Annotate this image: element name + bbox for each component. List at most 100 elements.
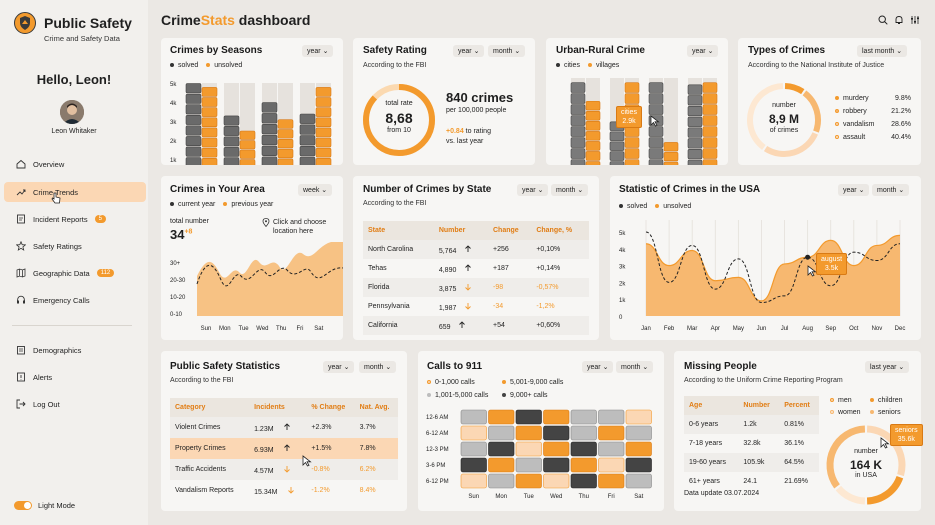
bell-icon[interactable]: [894, 15, 904, 25]
unsolved-bar: [315, 127, 332, 138]
col-header: Category: [170, 398, 250, 417]
location-hint[interactable]: Click and choose location here: [273, 219, 327, 235]
nav-label: Demographics: [33, 345, 82, 355]
rating-delta-line: +0.84 to rating: [446, 128, 491, 135]
col-label: Sun: [468, 494, 479, 500]
nav-geographic-data[interactable]: Geographic Data 112: [4, 263, 146, 283]
x-label: Jan: [641, 326, 651, 332]
legend-value: 28.6%: [891, 121, 911, 128]
nav-crime-trends[interactable]: Crime Trends: [4, 182, 146, 202]
table-row[interactable]: North Carolina 5,764 +256 +0,10%: [363, 240, 589, 259]
theme-toggle[interactable]: [14, 501, 32, 510]
cell-number-value: 1,987: [438, 304, 457, 312]
table-row[interactable]: Traffic Accidents 4.57M -0.8% 6.2%: [170, 459, 398, 480]
month-dropdown[interactable]: month: [551, 184, 589, 196]
filters-icon[interactable]: [910, 15, 920, 25]
nav-demographics[interactable]: Demographics: [4, 340, 146, 360]
cities-bar: [648, 126, 664, 137]
nav-overview[interactable]: Overview: [4, 154, 146, 174]
cursor-icon: [650, 115, 660, 127]
legend-item: vandalism 28.6%: [835, 121, 911, 128]
villages-bar: [702, 159, 718, 165]
legend-label: villages: [595, 62, 620, 69]
year-dropdown[interactable]: year: [582, 361, 614, 373]
donut-sub: in USA: [855, 472, 877, 479]
usa-card: Statistic of Crimes in the USA year mont…: [610, 176, 921, 340]
current-year-area: [197, 242, 343, 316]
table-row[interactable]: Property Crimes 6.93M +1.5% 7.8%: [170, 438, 398, 459]
month-dropdown[interactable]: month: [616, 361, 654, 373]
period-dropdown[interactable]: year: [687, 45, 719, 57]
nav-log-out[interactable]: Log Out: [4, 394, 146, 414]
period-dropdown[interactable]: last year: [865, 361, 910, 373]
data-update: Data update 03.07.2024: [684, 490, 760, 497]
year-dropdown[interactable]: year: [517, 184, 549, 196]
year-dropdown[interactable]: year: [838, 184, 870, 196]
title-part: dashboard: [234, 12, 311, 28]
card-title: Crimes by Seasons: [170, 45, 263, 56]
urban-card: Urban-Rural Crime year cities villages Q…: [546, 38, 728, 165]
legend-item: women: [830, 409, 861, 416]
legend-label: unsolved: [663, 203, 692, 210]
row-label: 12-3 PM: [426, 447, 449, 453]
card-subtitle: According to the FBI: [170, 377, 234, 384]
heatmap-cell: [488, 441, 515, 457]
nav-label: Alerts: [33, 372, 53, 382]
legend-item: 5,001-9,000 calls: [502, 379, 563, 386]
table-row[interactable]: California 659 +54 +0,60%: [363, 316, 589, 335]
tooltip: seniors 35.6k: [890, 424, 923, 446]
cursor-icon: [807, 265, 817, 277]
nav-alerts[interactable]: Alerts: [4, 367, 146, 387]
arrow-up-icon: [465, 263, 471, 271]
avatar[interactable]: [60, 100, 84, 124]
nav-safety-ratings[interactable]: Safety Ratings: [4, 236, 146, 256]
location-pin-icon: [262, 218, 270, 227]
year-dropdown[interactable]: year: [323, 361, 355, 373]
unsolved-bar: [315, 158, 332, 165]
types-card: Types of Crimes last month According to …: [738, 38, 921, 165]
solved-bar: [223, 146, 240, 157]
cell-number: 105.9k: [738, 453, 780, 472]
table-row[interactable]: Pennsylvania 1,987 -34 -1,2%: [363, 297, 589, 316]
search-icon[interactable]: [878, 15, 888, 25]
table-row[interactable]: Tehas 4,890 +187 +0,14%: [363, 259, 589, 278]
year-dropdown[interactable]: year: [453, 45, 485, 57]
cell-pct: +0,10%: [531, 240, 589, 259]
table-row[interactable]: 0-6 years 1.2k 0.81%: [684, 415, 819, 434]
period-dropdown[interactable]: year: [302, 45, 334, 57]
user-name: Leon Whitaker: [51, 128, 97, 135]
period-dropdown[interactable]: week: [298, 184, 333, 196]
table-row[interactable]: 7-18 years 32.8k 36.1%: [684, 434, 819, 453]
table-row[interactable]: Florida 3,875 -98 -0,57%: [363, 278, 589, 297]
cell-category: Vandalism Reports: [170, 480, 250, 501]
month-dropdown[interactable]: month: [872, 184, 910, 196]
area-card: Crimes in Your Area week current year pr…: [161, 176, 343, 340]
col-label: Thu: [579, 494, 589, 500]
total-label: total number: [170, 218, 209, 225]
table-row[interactable]: 19-60 years 105.9k 64.5%: [684, 453, 819, 472]
month-dropdown[interactable]: month: [359, 361, 397, 373]
hand-cursor-icon: [51, 192, 61, 204]
nav-emergency-calls[interactable]: Emergency Calls: [4, 290, 146, 310]
villages-bar: [585, 151, 601, 161]
x-label: Thu: [276, 326, 286, 332]
x-label: Nov: [872, 326, 883, 332]
period-dropdown[interactable]: last month: [857, 45, 908, 57]
heatmap-cell: [488, 425, 515, 441]
area-chart: 30+ 20-30 10-20 0-10 Sun Mon Tue Wed Thu Fri Sat: [170, 242, 343, 332]
cities-bar: [570, 159, 586, 165]
table-row[interactable]: 61+ years 24.1 21.69%: [684, 472, 819, 491]
month-dropdown[interactable]: month: [488, 45, 526, 57]
nav-incident-reports[interactable]: Incident Reports 5: [4, 209, 146, 229]
table-row[interactable]: Violent Crimes 1.23M +2.3% 3.7%: [170, 417, 398, 438]
y-tick: 2k: [619, 281, 626, 287]
missing-table: Age Number Percent 0-6 years 1.2k 0.81% 7-18 …: [684, 396, 819, 491]
solved-bar: [299, 146, 316, 157]
cell-avg: 3.7%: [354, 417, 398, 438]
cell-change: +256: [487, 240, 532, 259]
table-row[interactable]: Vandalism Reports 15.34M -1.2% 8.4%: [170, 480, 398, 501]
rating-card: Safety Rating year month According to th…: [353, 38, 535, 165]
villages-bar: [702, 148, 718, 159]
report-icon: [17, 214, 25, 224]
legend-label: seniors: [878, 409, 901, 416]
